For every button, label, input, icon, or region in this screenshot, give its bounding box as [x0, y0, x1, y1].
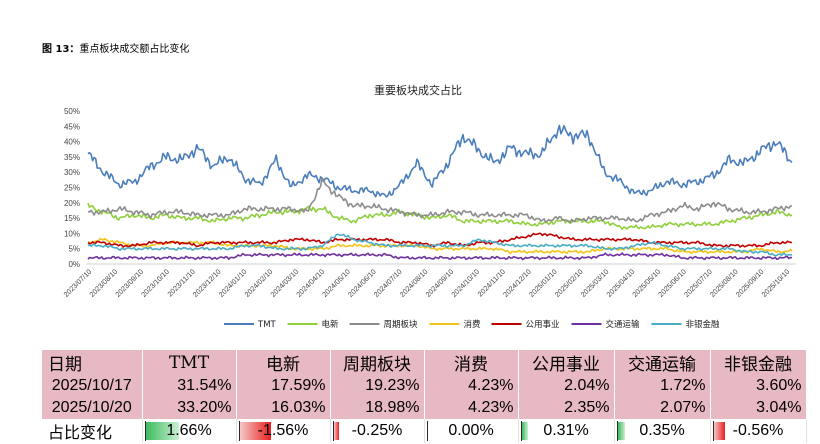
y-tick-label: 5%: [68, 245, 80, 254]
change-axis-line: [144, 421, 146, 441]
series-line-2: [87, 177, 793, 223]
figure-caption-label: 图 13：: [42, 44, 80, 55]
x-tick-label: 2025/10/10: [760, 267, 792, 299]
change-axis-line: [238, 421, 240, 441]
chart-title: 重要板块成交占比: [374, 83, 462, 97]
legend: TMT 电新 周期板块 消费 公用事业 交通运输 非银金融: [224, 319, 720, 330]
legend-label: 消费: [464, 319, 482, 330]
change-bar-positive: [521, 422, 528, 440]
legend-label: 公用事业: [526, 319, 560, 330]
table-cell-date: 2025/10/20: [42, 397, 143, 419]
table-cell: 3.04%: [710, 397, 807, 419]
change-value: 0.31%: [543, 422, 589, 439]
change-cell: -1.56%: [236, 419, 331, 443]
change-cell: 0.31%: [518, 419, 615, 443]
change-value: 0.35%: [639, 422, 685, 439]
table-cell: 16.03%: [236, 397, 331, 419]
series-line-1: [87, 202, 793, 231]
table-header: 电新: [236, 350, 331, 375]
change-axis-line: [712, 421, 714, 441]
legend-label: 电新: [322, 319, 340, 330]
x-axis-ticks: 2023/07/102023/08/102023/09/102023/10/10…: [62, 267, 792, 299]
sector-share-chart: 重要板块成交占比 0% 5% 10% 15% 20% 25% 30% 35% 40% 45% 50%…: [62, 83, 796, 330]
change-value: -0.56%: [732, 422, 784, 439]
change-bar-negative: [239, 422, 272, 440]
table-cell-date: 2025/10/17: [42, 375, 143, 397]
y-tick-label: 50%: [64, 107, 80, 116]
change-value: -0.25%: [351, 422, 403, 439]
y-tick-label: 20%: [64, 199, 80, 208]
table-cell: 33.20%: [142, 397, 237, 419]
y-tick-label: 30%: [64, 168, 80, 177]
series-line-5: [87, 252, 793, 261]
table-cell: 17.59%: [236, 375, 331, 397]
change-bar-positive: [145, 422, 180, 440]
table-cell: 4.23%: [424, 397, 519, 419]
table-row: 2025/10/17 31.54% 17.59% 19.23% 4.23% 2.…: [42, 375, 807, 397]
table-header: 公用事业: [518, 350, 615, 375]
change-cell: 0.35%: [614, 419, 711, 443]
change-cell: -0.56%: [710, 419, 807, 443]
y-tick-label: 15%: [64, 214, 80, 223]
series-line-3: [87, 237, 793, 255]
table-cell: 2.07%: [614, 397, 711, 419]
change-value: -1.56%: [257, 422, 309, 439]
table-cell: 2.04%: [518, 375, 615, 397]
table-cell: 4.23%: [424, 375, 519, 397]
y-tick-label: 0%: [68, 260, 80, 269]
series-line-0: [87, 124, 793, 198]
table-cell: 3.60%: [710, 375, 807, 397]
change-cell: -0.25%: [330, 419, 425, 443]
table-row: 2025/10/20 33.20% 16.03% 18.98% 4.23% 2.…: [42, 397, 807, 419]
change-cell: 1.66%: [142, 419, 237, 443]
table-header: 周期板块: [330, 350, 425, 375]
table-cell: 18.98%: [330, 397, 425, 419]
table-header: 交通运输: [614, 350, 711, 375]
legend-label: TMT: [257, 320, 277, 330]
change-axis-line: [520, 421, 522, 441]
y-tick-label: 10%: [64, 229, 80, 238]
table-header: 非银金融: [710, 350, 807, 375]
table-cell: 2.35%: [518, 397, 615, 419]
y-tick-label: 35%: [64, 153, 80, 162]
change-bar-negative: [713, 422, 726, 440]
table-cell: 1.72%: [614, 375, 711, 397]
table-cell: 31.54%: [142, 375, 237, 397]
table-header: 日期: [42, 350, 143, 375]
change-value: 1.66%: [166, 422, 212, 439]
change-axis-line: [332, 421, 334, 441]
change-row-label: 占比变化: [42, 419, 143, 443]
table-header: 消费: [424, 350, 519, 375]
sector-share-table: 日期 TMT 电新 周期板块 消费 公用事业 交通运输 非银金融 2025/10…: [42, 350, 807, 443]
figure-caption-title: 重点板块成交额占比变化: [79, 44, 190, 55]
table-header: TMT: [142, 350, 237, 375]
table-header-row: 日期 TMT 电新 周期板块 消费 公用事业 交通运输 非银金融: [42, 350, 807, 375]
change-row: 占比变化 1.66% -1.56% -0.25% 0.00% 0.31% 0.3…: [42, 419, 807, 443]
table-cell: 19.23%: [330, 375, 425, 397]
change-value: 0.00%: [448, 422, 494, 439]
change-axis-line: [426, 421, 428, 441]
change-bar-negative: [333, 422, 339, 440]
legend-label: 周期板块: [384, 319, 419, 330]
change-cell: 0.00%: [424, 419, 519, 443]
change-axis-line: [616, 421, 618, 441]
y-tick-label: 45%: [64, 122, 80, 131]
legend-label: 非银金融: [686, 319, 721, 330]
series-lines: [87, 124, 793, 261]
series-line-6: [87, 233, 793, 257]
legend-label: 交通运输: [606, 319, 641, 330]
figure-caption: 图 13：重点板块成交额占比变化: [42, 40, 189, 55]
y-axis-ticks: 0% 5% 10% 15% 20% 25% 30% 35% 40% 45% 50%: [64, 107, 80, 269]
change-bar-positive: [617, 422, 625, 440]
y-tick-label: 25%: [64, 184, 80, 193]
y-tick-label: 40%: [64, 138, 80, 147]
